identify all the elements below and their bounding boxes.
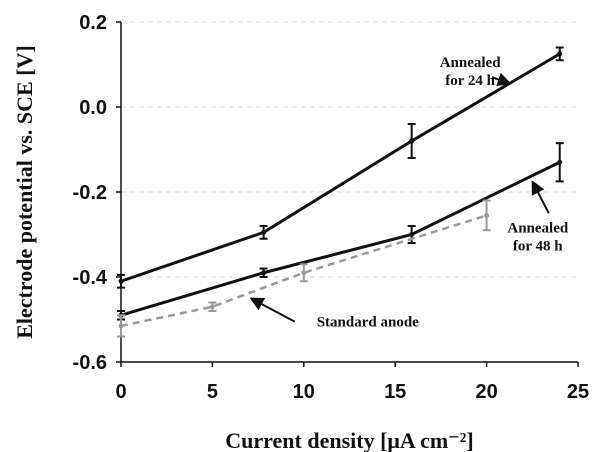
axis-labels: Current density [μA cm⁻²] Electrode pote… (12, 45, 474, 452)
data-point (301, 270, 307, 276)
data-point (409, 232, 415, 237)
x-tick-label: 20 (475, 381, 497, 403)
series-line (120, 52, 561, 283)
series-2 (117, 142, 564, 321)
data-point (484, 212, 490, 218)
annotation-arrow (249, 297, 296, 323)
series-1 (117, 46, 564, 289)
data-point (261, 270, 267, 276)
x-tick-label: 15 (384, 381, 406, 403)
x-tick-label: 10 (293, 381, 315, 403)
series-3 (117, 199, 491, 338)
x-tick-label: 25 (567, 381, 589, 403)
y-tick-label: -0.2 (73, 182, 107, 204)
series-line (120, 160, 561, 317)
annotation-label: for 48 h (513, 239, 563, 255)
annotation-label: Annealed (507, 221, 569, 237)
data-point (209, 304, 215, 310)
annotation-arrow (491, 72, 512, 87)
annotation-label: Annealed (440, 55, 502, 71)
data-point (118, 278, 124, 284)
annotation: Annealed for 24 h (440, 55, 512, 89)
x-tick-label: 0 (115, 381, 126, 403)
annotation-label: Standard anode (317, 315, 419, 331)
y-tick-label: 0.2 (79, 12, 107, 34)
annotations: Annealed for 24 h Annealed for 48 h Standard… (249, 55, 569, 331)
y-tick-label: -0.6 (73, 352, 107, 374)
annotation: Standard anode (249, 297, 419, 331)
annotation-label: for 24 h (445, 73, 495, 89)
data-point (261, 229, 267, 235)
data-point (557, 51, 563, 57)
data-point (409, 138, 415, 144)
x-tick-label: 5 (207, 381, 218, 403)
axes: -0.6 -0.4 -0.2 0.0 0.2 0 5 10 15 20 25 (73, 12, 590, 403)
annotation: Annealed for 48 h (507, 180, 569, 255)
annotation-arrow (531, 180, 550, 214)
y-tick-label: 0.0 (79, 97, 107, 119)
data-point (557, 159, 563, 165)
gridlines (121, 21, 578, 278)
x-axis-title: Current density [μA cm⁻²] (225, 428, 473, 452)
data-point (118, 323, 124, 329)
y-axis-title: Electrode potential vs. SCE [V] (12, 45, 37, 339)
y-tick-label: -0.4 (73, 267, 108, 289)
series-group (117, 46, 564, 338)
